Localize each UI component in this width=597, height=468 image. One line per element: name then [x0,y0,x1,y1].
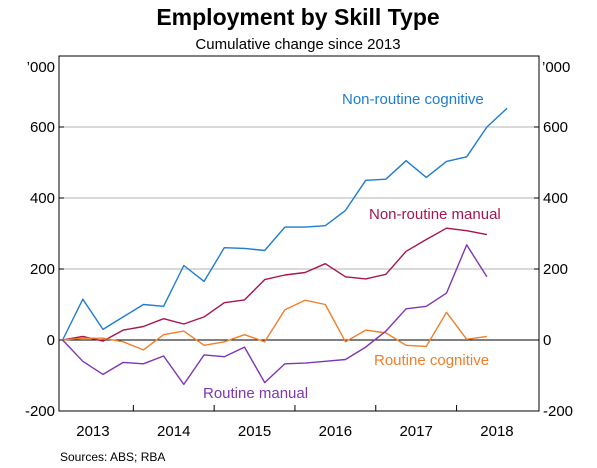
label-non-routine-cognitive: Non-routine cognitive [342,91,484,108]
y-unit-left: ’000 [27,59,55,76]
series-lines [61,107,508,386]
series-line-non-routine-cognitive [61,107,508,341]
source-note: Sources: ABS; RBA [60,450,165,464]
label-non-routine-manual: Non-routine manual [369,206,501,223]
plot-frame [58,55,540,412]
y-tick-label-left: -200 [25,403,55,420]
y-tick-labels: -200 -200 0 0 200 200 400 400 600 600 [25,119,573,420]
y-tick-label-left: 0 [47,332,55,349]
x-tick-label: 2016 [319,423,352,440]
series-line-routine-manual [62,244,488,386]
y-tick-label-left: 400 [30,190,55,207]
y-tick-label-right: 600 [543,119,568,136]
series-line-routine-cognitive [62,299,487,351]
label-routine-manual: Routine manual [203,385,308,402]
y-unit-right: ’000 [542,59,570,76]
x-tick-label: 2017 [399,423,432,440]
x-tick-label: 2015 [238,423,271,440]
chart-title: Employment by Skill Type [156,4,439,30]
y-tick-label-right: 200 [543,261,568,278]
y-tick-label-left: 600 [30,119,55,136]
series-line-non-routine-manual [62,227,488,342]
y-tick-label-right: 400 [543,190,568,207]
y-tick-label-left: 200 [30,261,55,278]
y-tick-label-right: 0 [543,332,551,349]
label-routine-cognitive: Routine cognitive [374,352,489,369]
x-tick-label: 2018 [480,423,513,440]
x-tick-label: 2014 [157,423,190,440]
y-tick-label-right: -200 [543,403,573,420]
chart-subtitle: Cumulative change since 2013 [195,36,400,53]
x-tick-labels: 2013 2014 2015 2016 2017 2018 [76,423,513,440]
x-tick-label: 2013 [76,423,109,440]
